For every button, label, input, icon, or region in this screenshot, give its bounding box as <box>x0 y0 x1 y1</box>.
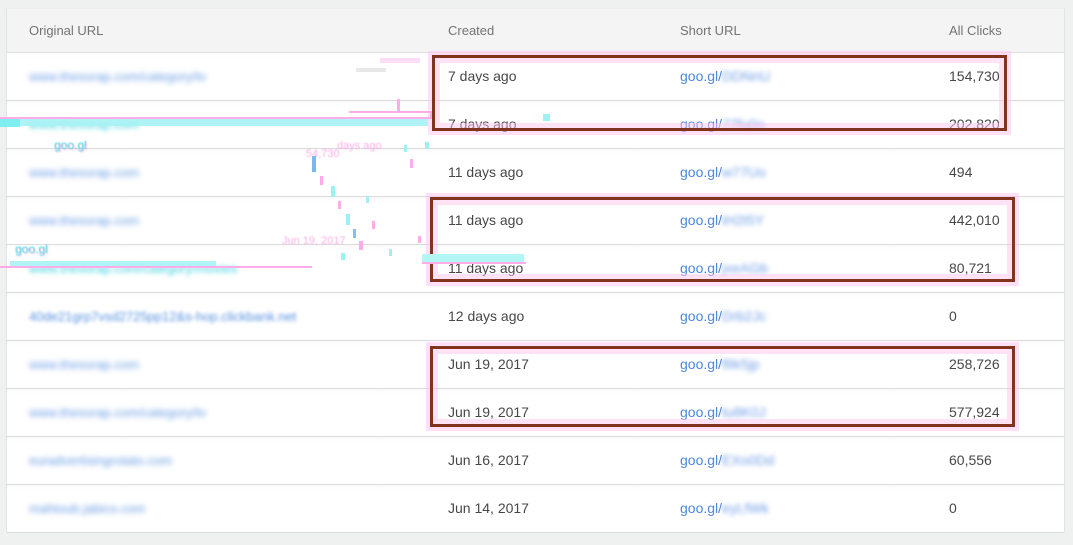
short-url-prefix: goo.gl/ <box>680 116 723 132</box>
table-row: www.thesorap.com/category/tv 7 days ago go… <box>7 53 1064 101</box>
column-header-short-url: Short URL <box>680 23 741 38</box>
clicks-cell: 60,556 <box>949 452 992 468</box>
short-url-code: tu8K0J <box>722 404 766 420</box>
short-url-link[interactable]: goo.gl/jxeAGb <box>680 245 768 292</box>
short-url-prefix: goo.gl/ <box>680 500 723 516</box>
original-url-link[interactable]: euradvertisingrotato.com <box>29 453 173 468</box>
table-body: www.thesorap.com/category/tv 7 days ago go… <box>7 53 1064 533</box>
clicks-cell: 0 <box>949 500 957 516</box>
original-url-link[interactable]: www.thesorap.com/category/tv <box>29 69 207 84</box>
clicks-cell: 494 <box>949 164 973 180</box>
short-url-prefix: goo.gl/ <box>680 452 723 468</box>
original-url-link[interactable]: www.thesorap.com <box>29 213 139 228</box>
column-header-original-url: Original URL <box>29 23 104 38</box>
original-url-link[interactable]: www.thesorap.com <box>29 117 139 132</box>
original-url-link[interactable]: mahtoub.jabico.com <box>29 501 146 516</box>
short-url-code: f8k5jp <box>722 356 760 372</box>
created-cell: 7 days ago <box>448 68 517 84</box>
table-row: mahtoub.jabico.com Jun 14, 2017 goo.gl/eyL… <box>7 485 1064 533</box>
table-header: Original URL Created Short URL All Click… <box>7 9 1064 53</box>
created-cell: Jun 19, 2017 <box>448 356 529 372</box>
short-url-link[interactable]: goo.gl/f8k5jp <box>680 341 759 388</box>
created-cell: 11 days ago <box>448 164 524 180</box>
short-url-code: w77Uo <box>722 164 766 180</box>
short-url-prefix: goo.gl/ <box>680 164 723 180</box>
created-cell: 7 days ago <box>448 116 517 132</box>
short-url-code: jxeAGb <box>722 260 768 276</box>
short-url-code: Drb2Jc <box>722 308 767 324</box>
short-url-code: eyLfWk <box>722 500 769 516</box>
clicks-cell: 577,924 <box>949 404 1000 420</box>
table-row: www.thesorap.com 11 days ago goo.gl/iH2t5Y… <box>7 197 1064 245</box>
created-cell: Jun 19, 2017 <box>448 404 529 420</box>
clicks-cell: 442,010 <box>949 212 1000 228</box>
short-url-prefix: goo.gl/ <box>680 404 723 420</box>
original-url-link[interactable]: www.thesorap.com <box>29 165 139 180</box>
column-header-created: Created <box>448 23 495 38</box>
created-cell: 11 days ago <box>448 212 524 228</box>
short-url-link[interactable]: goo.gl/EXo0Dd <box>680 437 774 484</box>
table-row: www.thesorap.com 7 days ago goo.gl/77fu0o 2… <box>7 101 1064 149</box>
table-row: www.thesorap.com Jun 19, 2017 goo.gl/f8k5j… <box>7 341 1064 389</box>
short-url-prefix: goo.gl/ <box>680 212 723 228</box>
short-url-link[interactable]: goo.gl/77fu0o <box>680 101 765 148</box>
short-url-link[interactable]: goo.gl/iH2t5Y <box>680 197 764 244</box>
short-url-link[interactable]: goo.gl/eyLfWk <box>680 485 769 532</box>
short-url-prefix: goo.gl/ <box>680 260 723 276</box>
short-url-link[interactable]: goo.gl/Drb2Jc <box>680 293 766 340</box>
created-cell: 12 days ago <box>448 308 525 324</box>
created-cell: Jun 14, 2017 <box>448 500 529 516</box>
created-cell: Jun 16, 2017 <box>448 452 529 468</box>
table-row: 40de21grp7vsd2725pp12&s-hop.clickbank.ne… <box>7 293 1064 341</box>
short-url-prefix: goo.gl/ <box>680 68 723 84</box>
short-url-link[interactable]: goo.gl/tu8K0J <box>680 389 766 436</box>
clicks-cell: 258,726 <box>949 356 1000 372</box>
short-url-link[interactable]: goo.gl/w77Uo <box>680 149 766 196</box>
short-url-prefix: goo.gl/ <box>680 308 723 324</box>
original-url-link[interactable]: www.thesorap.com/category/movies <box>29 261 238 276</box>
short-url-link[interactable]: goo.gl/DDNnU <box>680 53 770 100</box>
column-header-all-clicks: All Clicks <box>949 23 1002 38</box>
clicks-cell: 0 <box>949 308 957 324</box>
original-url-link[interactable]: www.thesorap.com <box>29 357 139 372</box>
created-cell: 11 days ago <box>448 260 524 276</box>
short-url-code: iH2t5Y <box>722 212 765 228</box>
short-url-code: EXo0Dd <box>722 452 775 468</box>
clicks-cell: 202,820 <box>949 116 1000 132</box>
original-url-link[interactable]: 40de21grp7vsd2725pp12&s-hop.clickbank.ne… <box>29 309 297 324</box>
original-url-link[interactable]: www.thesorap.com/category/tv <box>29 405 207 420</box>
short-url-prefix: goo.gl/ <box>680 356 723 372</box>
url-table-panel: Original URL Created Short URL All Click… <box>6 8 1065 533</box>
short-url-code: DDNnU <box>722 68 771 84</box>
table-row: euradvertisingrotato.com Jun 16, 2017 goo.… <box>7 437 1064 485</box>
clicks-cell: 80,721 <box>949 260 992 276</box>
short-url-code: 77fu0o <box>722 116 765 132</box>
clicks-cell: 154,730 <box>949 68 1000 84</box>
table-row: www.thesorap.com/category/movies 11 days … <box>7 245 1064 293</box>
table-row: www.thesorap.com 11 days ago goo.gl/w77Uo 4… <box>7 149 1064 197</box>
table-row: www.thesorap.com/category/tv Jun 19, 2017… <box>7 389 1064 437</box>
